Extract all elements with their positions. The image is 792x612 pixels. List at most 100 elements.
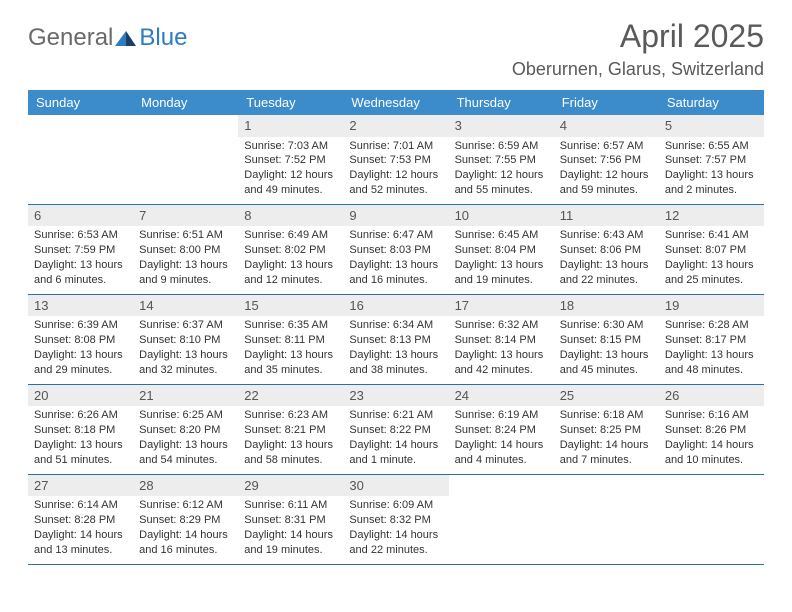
daylight-text: Daylight: 13 hours and 38 minutes.	[349, 348, 442, 378]
daylight-text: Daylight: 13 hours and 42 minutes.	[455, 348, 548, 378]
day-body: Sunrise: 6:37 AMSunset: 8:10 PMDaylight:…	[133, 316, 238, 383]
day-body: Sunrise: 6:12 AMSunset: 8:29 PMDaylight:…	[133, 496, 238, 563]
day-body: Sunrise: 6:39 AMSunset: 8:08 PMDaylight:…	[28, 316, 133, 383]
sunset-text: Sunset: 7:55 PM	[455, 153, 548, 168]
daylight-text: Daylight: 14 hours and 19 minutes.	[244, 528, 337, 558]
sunset-text: Sunset: 8:26 PM	[665, 423, 758, 438]
week-row: 13Sunrise: 6:39 AMSunset: 8:08 PMDayligh…	[28, 295, 764, 385]
day-body: Sunrise: 6:34 AMSunset: 8:13 PMDaylight:…	[343, 316, 448, 383]
sunset-text: Sunset: 8:03 PM	[349, 243, 442, 258]
daylight-text: Daylight: 14 hours and 4 minutes.	[455, 438, 548, 468]
sunrise-text: Sunrise: 6:18 AM	[560, 408, 653, 423]
day-number: 21	[133, 385, 238, 407]
day-cell: 16Sunrise: 6:34 AMSunset: 8:13 PMDayligh…	[343, 295, 448, 384]
day-body: Sunrise: 6:49 AMSunset: 8:02 PMDaylight:…	[238, 226, 343, 293]
day-cell: 2Sunrise: 7:01 AMSunset: 7:53 PMDaylight…	[343, 115, 448, 204]
day-number: 6	[28, 205, 133, 227]
day-body: Sunrise: 6:43 AMSunset: 8:06 PMDaylight:…	[554, 226, 659, 293]
sunrise-text: Sunrise: 6:11 AM	[244, 498, 337, 513]
day-body: Sunrise: 6:09 AMSunset: 8:32 PMDaylight:…	[343, 496, 448, 563]
daylight-text: Daylight: 13 hours and 19 minutes.	[455, 258, 548, 288]
day-number: 1	[238, 115, 343, 137]
day-number: 3	[449, 115, 554, 137]
sunrise-text: Sunrise: 6:26 AM	[34, 408, 127, 423]
day-cell: 17Sunrise: 6:32 AMSunset: 8:14 PMDayligh…	[449, 295, 554, 384]
sunrise-text: Sunrise: 6:35 AM	[244, 318, 337, 333]
day-number: 27	[28, 475, 133, 497]
day-number: 18	[554, 295, 659, 317]
sunrise-text: Sunrise: 6:59 AM	[455, 139, 548, 154]
day-number: 13	[28, 295, 133, 317]
sunrise-text: Sunrise: 6:49 AM	[244, 228, 337, 243]
sunrise-text: Sunrise: 6:55 AM	[665, 139, 758, 154]
sunrise-text: Sunrise: 6:28 AM	[665, 318, 758, 333]
sunrise-text: Sunrise: 6:32 AM	[455, 318, 548, 333]
day-cell: 24Sunrise: 6:19 AMSunset: 8:24 PMDayligh…	[449, 385, 554, 474]
week-row: 20Sunrise: 6:26 AMSunset: 8:18 PMDayligh…	[28, 385, 764, 475]
day-cell: 23Sunrise: 6:21 AMSunset: 8:22 PMDayligh…	[343, 385, 448, 474]
location-text: Oberurnen, Glarus, Switzerland	[512, 59, 764, 80]
daylight-text: Daylight: 13 hours and 45 minutes.	[560, 348, 653, 378]
sunset-text: Sunset: 8:10 PM	[139, 333, 232, 348]
day-body: Sunrise: 6:14 AMSunset: 8:28 PMDaylight:…	[28, 496, 133, 563]
brand-general: General	[28, 24, 113, 52]
sunset-text: Sunset: 8:07 PM	[665, 243, 758, 258]
day-cell: 21Sunrise: 6:25 AMSunset: 8:20 PMDayligh…	[133, 385, 238, 474]
dow-friday: Friday	[554, 90, 659, 115]
sunrise-text: Sunrise: 6:45 AM	[455, 228, 548, 243]
day-number: 8	[238, 205, 343, 227]
sunset-text: Sunset: 8:06 PM	[560, 243, 653, 258]
day-number: 25	[554, 385, 659, 407]
sunset-text: Sunset: 8:29 PM	[139, 513, 232, 528]
day-number: 4	[554, 115, 659, 137]
sunset-text: Sunset: 8:13 PM	[349, 333, 442, 348]
day-body: Sunrise: 6:32 AMSunset: 8:14 PMDaylight:…	[449, 316, 554, 383]
dow-thursday: Thursday	[449, 90, 554, 115]
day-number: 15	[238, 295, 343, 317]
header-right: April 2025 Oberurnen, Glarus, Switzerlan…	[512, 18, 764, 80]
day-cell: 12Sunrise: 6:41 AMSunset: 8:07 PMDayligh…	[659, 205, 764, 294]
day-body: Sunrise: 6:16 AMSunset: 8:26 PMDaylight:…	[659, 406, 764, 473]
sunrise-text: Sunrise: 6:12 AM	[139, 498, 232, 513]
week-row: 27Sunrise: 6:14 AMSunset: 8:28 PMDayligh…	[28, 475, 764, 565]
day-body: Sunrise: 6:59 AMSunset: 7:55 PMDaylight:…	[449, 137, 554, 204]
day-cell: 7Sunrise: 6:51 AMSunset: 8:00 PMDaylight…	[133, 205, 238, 294]
day-number: 17	[449, 295, 554, 317]
day-number: 23	[343, 385, 448, 407]
dow-saturday: Saturday	[659, 90, 764, 115]
sunrise-text: Sunrise: 6:41 AM	[665, 228, 758, 243]
sunset-text: Sunset: 8:32 PM	[349, 513, 442, 528]
day-number: 26	[659, 385, 764, 407]
day-body: Sunrise: 6:55 AMSunset: 7:57 PMDaylight:…	[659, 137, 764, 204]
day-cell: 5Sunrise: 6:55 AMSunset: 7:57 PMDaylight…	[659, 115, 764, 204]
day-body: Sunrise: 6:23 AMSunset: 8:21 PMDaylight:…	[238, 406, 343, 473]
sunrise-text: Sunrise: 6:51 AM	[139, 228, 232, 243]
day-cell: 10Sunrise: 6:45 AMSunset: 8:04 PMDayligh…	[449, 205, 554, 294]
day-cell: 15Sunrise: 6:35 AMSunset: 8:11 PMDayligh…	[238, 295, 343, 384]
day-cell	[659, 475, 764, 564]
day-number: 10	[449, 205, 554, 227]
day-cell	[133, 115, 238, 204]
sunset-text: Sunset: 8:31 PM	[244, 513, 337, 528]
day-number: 12	[659, 205, 764, 227]
sunset-text: Sunset: 8:22 PM	[349, 423, 442, 438]
sunrise-text: Sunrise: 6:16 AM	[665, 408, 758, 423]
sunrise-text: Sunrise: 6:53 AM	[34, 228, 127, 243]
day-body: Sunrise: 6:57 AMSunset: 7:56 PMDaylight:…	[554, 137, 659, 204]
day-number: 28	[133, 475, 238, 497]
daylight-text: Daylight: 14 hours and 10 minutes.	[665, 438, 758, 468]
day-body: Sunrise: 6:21 AMSunset: 8:22 PMDaylight:…	[343, 406, 448, 473]
day-cell	[449, 475, 554, 564]
day-body: Sunrise: 6:41 AMSunset: 8:07 PMDaylight:…	[659, 226, 764, 293]
daylight-text: Daylight: 13 hours and 54 minutes.	[139, 438, 232, 468]
day-cell: 22Sunrise: 6:23 AMSunset: 8:21 PMDayligh…	[238, 385, 343, 474]
day-number: 22	[238, 385, 343, 407]
day-cell: 1Sunrise: 7:03 AMSunset: 7:52 PMDaylight…	[238, 115, 343, 204]
sunrise-text: Sunrise: 6:09 AM	[349, 498, 442, 513]
sunrise-text: Sunrise: 6:30 AM	[560, 318, 653, 333]
dow-wednesday: Wednesday	[343, 90, 448, 115]
day-body: Sunrise: 6:51 AMSunset: 8:00 PMDaylight:…	[133, 226, 238, 293]
brand-logo: General Blue	[28, 18, 187, 52]
sunrise-text: Sunrise: 6:39 AM	[34, 318, 127, 333]
sunset-text: Sunset: 8:18 PM	[34, 423, 127, 438]
